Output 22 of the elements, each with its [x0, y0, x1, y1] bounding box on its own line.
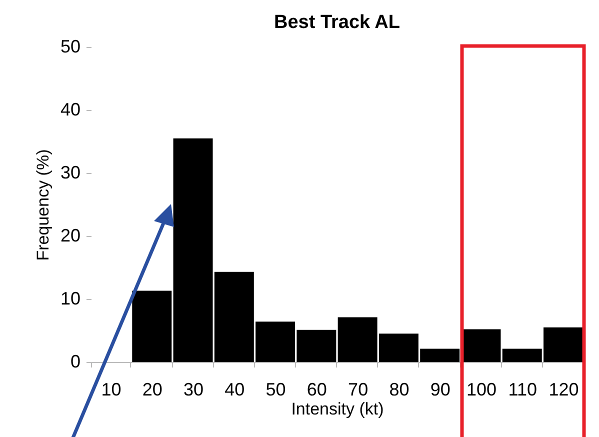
x-tick-label: 90 — [430, 380, 450, 400]
x-tick-label: 30 — [184, 380, 204, 400]
y-tick-label: 40 — [60, 100, 80, 120]
x-tick-label: 70 — [348, 380, 368, 400]
x-tick-label: 100 — [466, 380, 497, 400]
x-tick-label: 40 — [224, 380, 245, 400]
x-tick-label: 50 — [266, 380, 286, 400]
y-tick-label: 20 — [60, 226, 80, 246]
x-axis-title: Intensity (kt) — [291, 400, 384, 418]
x-tick-label: 20 — [142, 380, 162, 400]
x-tick-label: 10 — [101, 380, 122, 400]
y-tick-label: 10 — [60, 288, 80, 308]
bar — [132, 290, 172, 362]
chart-title: Best Track AL — [274, 12, 400, 33]
y-axis-title: Frequency (%) — [33, 149, 52, 261]
x-tick-label: 60 — [306, 380, 327, 400]
x-tick-label: 120 — [548, 380, 579, 400]
y-tick-label: 30 — [60, 162, 80, 182]
x-tick-label: 80 — [389, 380, 410, 400]
y-tick-label: 50 — [60, 36, 80, 56]
y-tick-label: 0 — [70, 352, 80, 372]
x-tick-label: 110 — [508, 380, 537, 400]
